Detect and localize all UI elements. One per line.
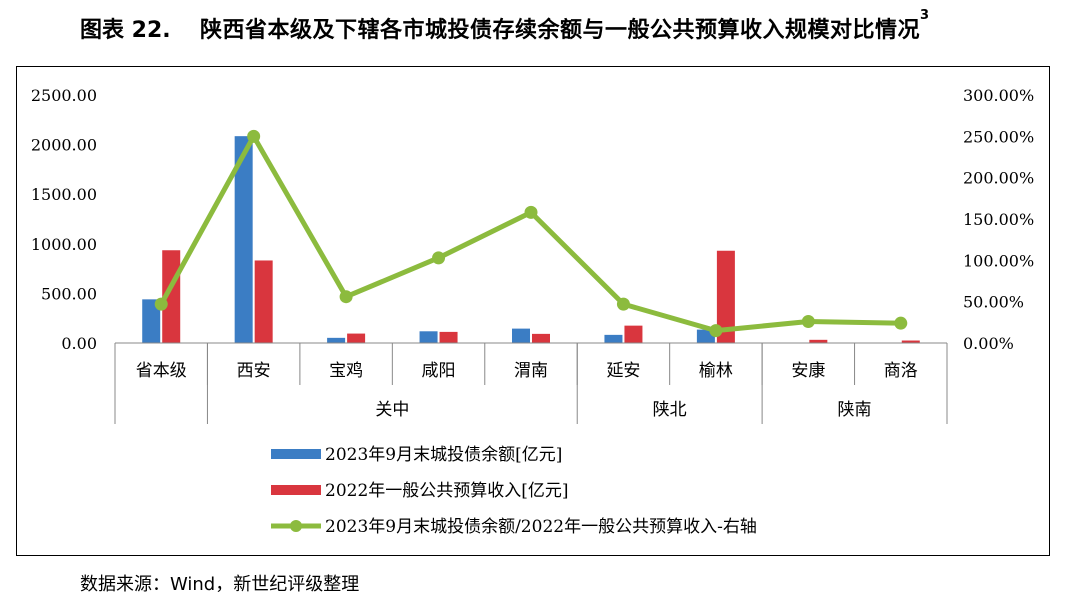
y-right-tick-label: 0.00%	[963, 334, 1014, 353]
figure-title: 图表 22. 陕西省本级及下辖各市城投债存续余额与一般公共预算收入规模对比情况3	[0, 8, 1070, 44]
x-tick-label: 延安	[606, 361, 640, 381]
chart-frame: 0.00 500.00 1000.00 1500.00 2000.00 2500.00 0.…	[16, 66, 1050, 556]
y-left-tick-label: 1500.00	[31, 185, 97, 204]
y-right-tick-label: 200.00%	[963, 169, 1034, 188]
legend-swatch	[271, 485, 321, 495]
legend-swatch-marker	[290, 520, 302, 532]
y-right-tick-label: 50.00%	[963, 293, 1024, 312]
bar-debt	[234, 136, 253, 343]
data-source-note: 数据来源：Wind，新世纪评级整理	[80, 574, 360, 595]
x-tick-label: 西安	[237, 361, 271, 381]
y-right-tick-label: 250.00%	[963, 127, 1034, 146]
bar-revenue	[439, 331, 458, 343]
ratio-point	[709, 324, 723, 338]
bar-revenue	[809, 339, 828, 343]
bar-revenue	[347, 333, 366, 343]
y-right-tick-label: 150.00%	[963, 210, 1034, 229]
bar-revenue	[901, 340, 920, 343]
ratio-point	[432, 251, 446, 265]
legend-label: 2022年一般公共预算收入[亿元]	[325, 481, 569, 501]
figure-label: 图表 22.	[80, 18, 171, 43]
bar-debt	[327, 337, 346, 343]
figure-title-text: 陕西省本级及下辖各市城投债存续余额与一般公共预算收入规模对比情况3	[200, 8, 930, 44]
bar-debt	[142, 299, 161, 343]
x-tick-label: 咸阳	[422, 361, 456, 381]
ratio-point	[894, 316, 908, 330]
ratio-point	[524, 205, 538, 219]
y-left-tick-label: 500.00	[41, 284, 97, 303]
x-tick-label: 榆林	[699, 361, 733, 381]
y-left-tick-label: 2000.00	[31, 136, 97, 155]
ratio-point	[616, 297, 630, 311]
y-right-tick-label: 100.00%	[963, 251, 1034, 270]
bar-debt	[604, 334, 623, 343]
bar-revenue	[716, 250, 735, 343]
figure-title-note: 3	[920, 8, 930, 23]
bar-revenue	[254, 260, 273, 343]
figure-title-main: 陕西省本级及下辖各市城投债存续余额与一般公共预算收入规模对比情况	[200, 18, 921, 43]
ratio-point	[154, 297, 168, 311]
legend-swatch	[271, 449, 321, 459]
x-group-label: 陕北	[653, 400, 687, 420]
legend-label: 2023年9月末城投债余额[亿元]	[325, 445, 562, 465]
x-group-label: 关中	[375, 400, 409, 420]
combo-chart: 0.00 500.00 1000.00 1500.00 2000.00 2500.00 0.…	[31, 86, 1034, 537]
y-left-tick-label: 2500.00	[31, 86, 97, 105]
x-tick-label: 商洛	[884, 361, 918, 381]
ratio-point	[247, 129, 261, 143]
x-tick-label: 宝鸡	[329, 361, 363, 381]
ratio-point	[339, 290, 353, 304]
bar-revenue	[532, 333, 550, 343]
y-right-tick-label: 300.00%	[963, 86, 1034, 105]
x-group-label: 陕南	[838, 400, 872, 420]
y-left-tick-label: 0.00	[61, 334, 97, 353]
x-tick-label: 省本级	[136, 361, 187, 381]
bar-revenue	[624, 325, 643, 343]
bar-debt	[419, 331, 438, 343]
y-left-tick-label: 1000.00	[31, 235, 97, 254]
bar-debt	[512, 328, 530, 343]
x-tick-label: 安康	[791, 361, 825, 381]
x-tick-label: 渭南	[514, 361, 548, 381]
ratio-point	[801, 315, 815, 329]
legend-label: 2023年9月末城投债余额/2022年一般公共预算收入-右轴	[325, 517, 757, 537]
